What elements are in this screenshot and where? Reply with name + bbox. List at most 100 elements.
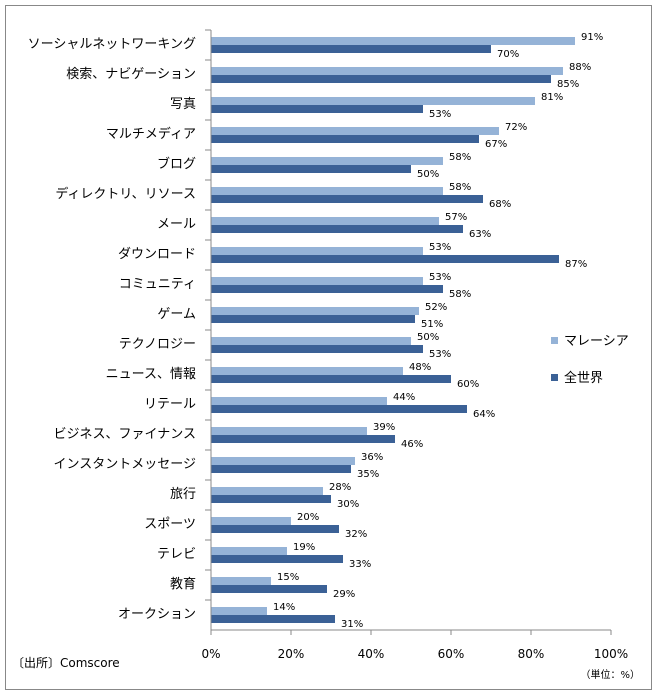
bar-world	[211, 555, 343, 563]
value-label-malaysia: 48%	[409, 362, 431, 373]
bar-world	[211, 405, 467, 413]
value-label-world: 68%	[489, 199, 511, 210]
bar-malaysia	[211, 247, 423, 255]
value-label-malaysia: 58%	[449, 152, 471, 163]
value-label-malaysia: 81%	[541, 92, 563, 103]
source-note: 〔出所〕Comscore	[12, 656, 120, 670]
category-label: ソーシャルネットワーキング	[28, 37, 196, 52]
category-label: ニュース、情報	[106, 367, 196, 382]
legend-swatch-malaysia	[551, 337, 558, 344]
category-label: 教育	[170, 576, 196, 592]
value-label-world: 63%	[469, 229, 491, 240]
legend-label-world: 全世界	[564, 370, 603, 386]
category-label: スポーツ	[144, 517, 196, 532]
bar-world	[211, 615, 335, 623]
bar-world	[211, 75, 551, 83]
x-tick-label: 60%	[438, 647, 465, 661]
bar-malaysia	[211, 367, 403, 375]
category-label: インスタントメッセージ	[54, 457, 196, 472]
bar-malaysia	[211, 337, 411, 345]
value-label-malaysia: 58%	[449, 182, 471, 193]
category-label: マルチメディア	[106, 126, 196, 142]
bar-malaysia	[211, 307, 419, 315]
bar-malaysia	[211, 517, 291, 525]
bar-malaysia	[211, 37, 575, 45]
value-label-world: 53%	[429, 109, 451, 120]
category-label: ビジネス、ファイナンス	[54, 427, 196, 442]
x-tick-label: 20%	[278, 647, 305, 661]
bar-world	[211, 525, 339, 533]
value-label-malaysia: 14%	[273, 602, 295, 613]
value-label-world: 70%	[497, 49, 519, 60]
value-label-malaysia: 52%	[425, 302, 447, 313]
category-label: 写真	[170, 97, 196, 112]
bar-malaysia	[211, 157, 443, 165]
category-label: オークション	[118, 607, 196, 622]
value-label-world: 51%	[421, 319, 443, 330]
value-label-malaysia: 53%	[429, 272, 451, 283]
bar-world	[211, 45, 491, 53]
bar-malaysia	[211, 277, 423, 285]
value-label-malaysia: 72%	[505, 122, 527, 133]
value-label-world: 64%	[473, 409, 495, 420]
value-label-malaysia: 19%	[293, 542, 315, 553]
bar-malaysia	[211, 97, 535, 105]
category-label: ディレクトリ、リソース	[55, 186, 196, 202]
category-label: 旅行	[170, 487, 196, 502]
bar-world	[211, 195, 483, 203]
bar-world	[211, 375, 451, 383]
bar-world	[211, 105, 423, 113]
value-label-malaysia: 20%	[297, 512, 319, 523]
bar-malaysia	[211, 217, 439, 225]
x-tick-label: 80%	[518, 647, 545, 661]
x-tick-label: 100%	[594, 647, 628, 661]
value-label-world: 50%	[417, 169, 439, 180]
value-label-world: 31%	[341, 619, 363, 630]
value-label-malaysia: 39%	[373, 422, 395, 433]
value-label-malaysia: 57%	[445, 212, 467, 223]
value-label-world: 53%	[429, 349, 451, 360]
bar-world	[211, 435, 395, 443]
value-label-malaysia: 53%	[429, 242, 451, 253]
value-label-world: 33%	[349, 559, 371, 570]
bar-malaysia	[211, 547, 287, 555]
bar-world	[211, 165, 411, 173]
bar-malaysia	[211, 487, 323, 495]
bar-world	[211, 465, 351, 473]
value-label-malaysia: 88%	[569, 62, 591, 73]
bar-malaysia	[211, 427, 367, 435]
bar-malaysia	[211, 127, 499, 135]
value-label-world: 35%	[357, 469, 379, 480]
bar-malaysia	[211, 577, 271, 585]
value-label-world: 58%	[449, 289, 471, 300]
value-label-world: 87%	[565, 259, 587, 270]
category-label: 検索、ナビゲーション	[66, 67, 196, 82]
bar-world	[211, 225, 463, 233]
value-label-world: 85%	[557, 79, 579, 90]
bar-world	[211, 285, 443, 293]
bar-malaysia	[211, 457, 355, 465]
value-label-world: 67%	[485, 139, 507, 150]
value-label-malaysia: 28%	[329, 482, 351, 493]
category-label: ブログ	[157, 156, 196, 172]
value-label-malaysia: 44%	[393, 392, 415, 403]
bar-malaysia	[211, 397, 387, 405]
legend-label-malaysia: マレーシア	[564, 334, 629, 349]
bar-malaysia	[211, 67, 563, 75]
bar-world	[211, 495, 331, 503]
legend-swatch-world	[551, 374, 558, 381]
value-label-world: 32%	[345, 529, 367, 540]
bar-world	[211, 315, 415, 323]
category-label: ゲーム	[157, 307, 196, 322]
category-label: テクノロジー	[119, 337, 196, 352]
legend: マレーシア 全世界	[551, 334, 629, 386]
value-label-malaysia: 15%	[277, 572, 299, 583]
category-label: テレビ	[157, 547, 196, 562]
category-label: リテール	[144, 397, 196, 412]
bar-world	[211, 345, 423, 353]
category-label: メール	[157, 217, 196, 232]
value-label-world: 46%	[401, 439, 423, 450]
value-label-world: 29%	[333, 589, 355, 600]
value-label-malaysia: 91%	[581, 32, 603, 43]
